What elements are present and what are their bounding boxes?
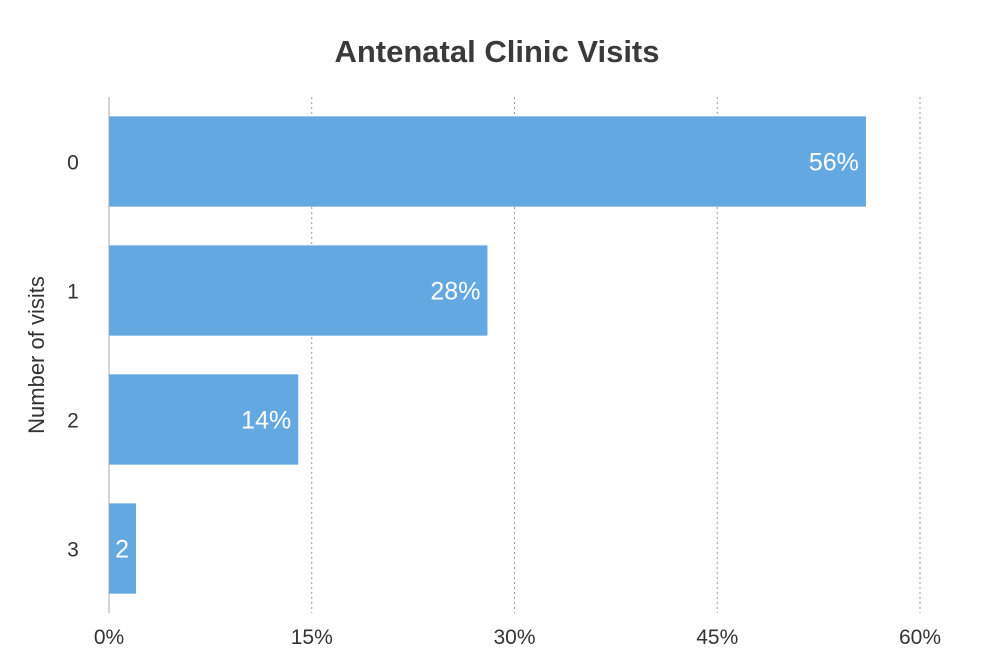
bar-2 — [109, 374, 299, 465]
x-tick-label-3: 45% — [696, 626, 738, 649]
x-tick-label-1: 15% — [291, 626, 333, 649]
bar-data-labels: 56% 28% 14% 2 — [115, 149, 859, 564]
y-tick-label-0: 0 — [67, 152, 79, 175]
chart-title: Antenatal Clinic Visits — [334, 34, 660, 69]
bar-0 — [109, 116, 866, 207]
x-tick-label-0: 0% — [94, 626, 124, 649]
x-tick-label-2: 30% — [493, 626, 535, 649]
bar-3 — [109, 503, 137, 594]
x-tick-label-4: 60% — [899, 626, 941, 649]
bar-label-2: 14% — [241, 407, 291, 435]
y-tick-label-1: 1 — [67, 281, 79, 304]
y-tick-labels: 0 1 2 3 — [67, 152, 79, 562]
bars — [109, 116, 866, 594]
y-axis-title: Number of visits — [24, 276, 49, 434]
bar-1 — [109, 245, 488, 336]
bar-label-1: 28% — [430, 278, 480, 306]
x-tick-labels: 0% 15% 30% 45% 60% — [94, 626, 941, 649]
y-tick-label-3: 3 — [67, 539, 79, 562]
bar-label-3: 2 — [115, 536, 129, 564]
y-tick-label-2: 2 — [67, 410, 79, 433]
bar-label-0: 56% — [809, 149, 859, 177]
